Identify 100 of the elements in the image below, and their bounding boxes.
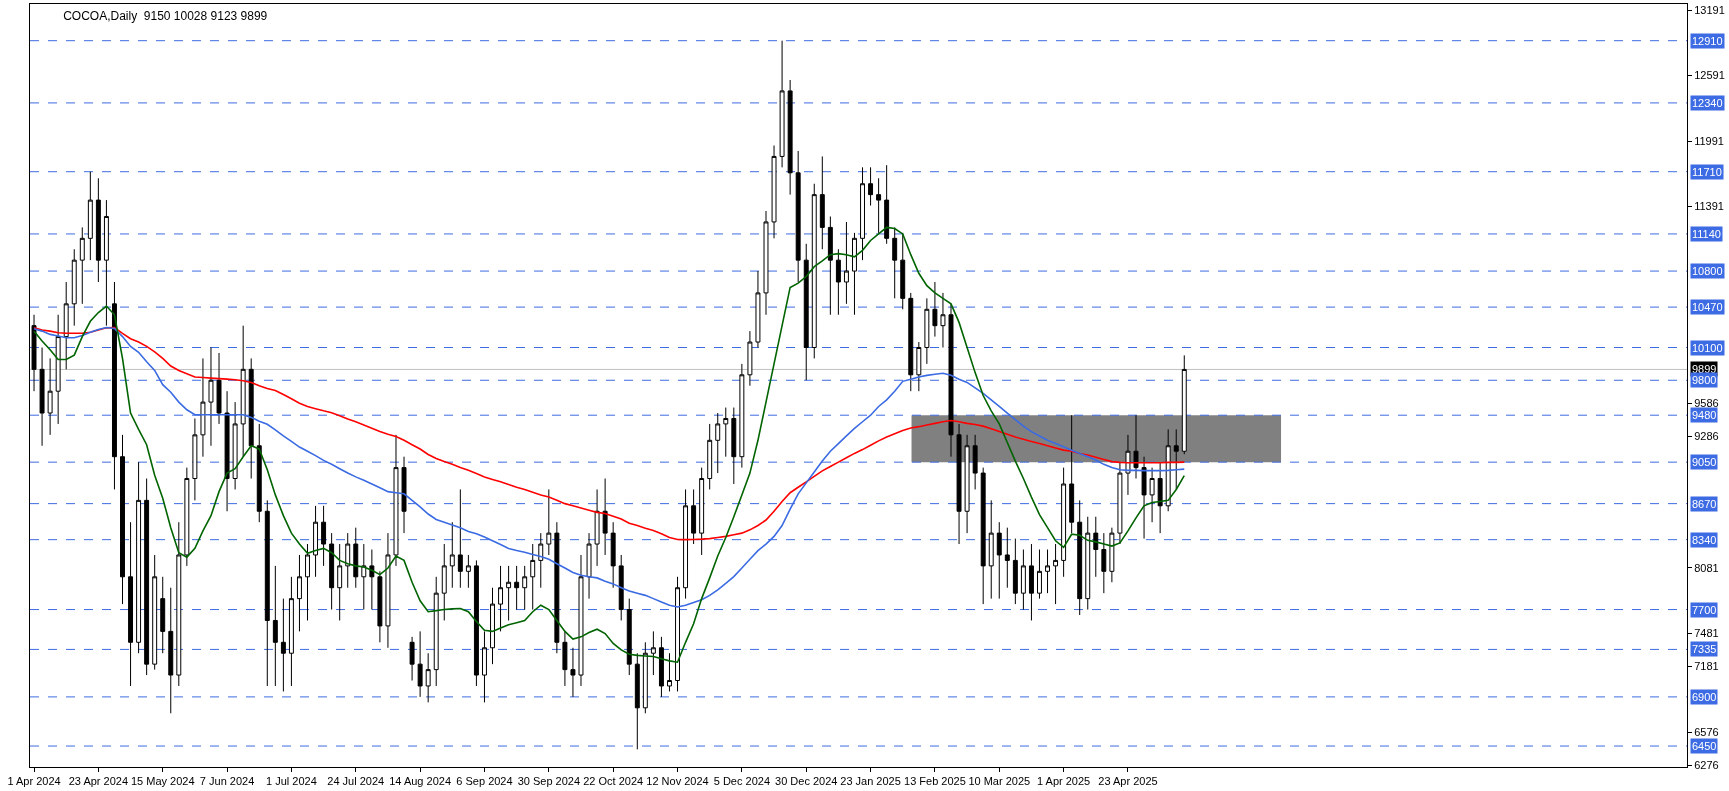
- candlestick: [972, 434, 978, 490]
- ref-line-label: 6450: [1692, 740, 1717, 752]
- candlestick: [369, 549, 375, 611]
- ref-line-label: 8340: [1692, 534, 1717, 546]
- candlestick: [827, 215, 833, 316]
- y-tick-label: 12591: [1694, 69, 1725, 82]
- candlestick: [642, 641, 648, 714]
- ref-line-label: 9899: [1692, 363, 1717, 375]
- candlestick: [1141, 456, 1147, 540]
- candlestick: [393, 434, 399, 567]
- candlestick: [538, 532, 544, 589]
- ref-line-label: 12340: [1692, 97, 1723, 109]
- x-tick-label: 1 Jul 2024: [266, 775, 317, 788]
- x-tick-label: 6 Sep 2024: [456, 775, 513, 788]
- candlestick: [707, 423, 713, 490]
- x-tick-label: 24 Jul 2024: [327, 775, 385, 788]
- x-tick-label: 13 Feb 2025: [904, 775, 966, 788]
- candlestick: [715, 412, 721, 474]
- candlestick: [819, 155, 825, 250]
- x-tick-label: 30 Sep 2024: [517, 775, 581, 788]
- ref-line-label: 10470: [1692, 301, 1723, 313]
- candlestick: [731, 407, 737, 485]
- candlestick: [272, 565, 278, 687]
- candlestick: [200, 357, 206, 458]
- candlestick: [530, 543, 536, 611]
- candlestick: [546, 488, 552, 556]
- candlestick: [843, 221, 849, 305]
- candlestick: [361, 543, 367, 611]
- candlestick: [168, 587, 174, 714]
- candlestick: [353, 527, 359, 589]
- candlestick: [1053, 543, 1059, 605]
- ref-line-label: 12910: [1692, 35, 1723, 47]
- candlestick: [449, 521, 455, 589]
- candlestick: [1004, 527, 1010, 589]
- candlestick: [329, 532, 335, 611]
- candlestick: [578, 554, 584, 687]
- candlestick: [1020, 549, 1026, 611]
- ref-line-label: 9480: [1692, 409, 1717, 421]
- y-tick-label: 13191: [1694, 3, 1725, 16]
- candlestick: [71, 248, 77, 327]
- candlestick: [562, 630, 568, 687]
- candlestick: [240, 325, 246, 458]
- candlestick: [473, 559, 479, 687]
- candlestick: [948, 303, 954, 458]
- candlestick: [95, 177, 101, 283]
- candlestick: [763, 210, 769, 316]
- x-tick-label: 23 Apr 2024: [68, 775, 129, 788]
- candlestick: [433, 576, 439, 687]
- candlestick: [747, 330, 753, 387]
- candlestick: [224, 390, 230, 512]
- candlestick: [1077, 499, 1083, 616]
- candlestick: [1109, 527, 1115, 583]
- y-tick-label: 11991: [1694, 134, 1724, 147]
- candlestick: [120, 434, 125, 605]
- candlestick: [860, 166, 865, 261]
- candlestick: [498, 565, 504, 632]
- candlestick: [658, 636, 664, 698]
- candlestick: [570, 647, 576, 698]
- candlestick: [803, 243, 809, 381]
- ref-line-label: 7335: [1692, 643, 1717, 655]
- candlestick: [160, 576, 166, 654]
- candlestick: [1093, 516, 1099, 578]
- candlestick: [1173, 428, 1179, 490]
- candlestick: [602, 478, 608, 556]
- candlestick: [128, 521, 134, 687]
- candlestick: [811, 183, 817, 359]
- y-tick-label: 9586: [1694, 397, 1719, 410]
- candlestick: [280, 598, 286, 692]
- candlestick: [144, 478, 150, 676]
- candlestick: [63, 281, 69, 370]
- candlestick: [876, 177, 882, 234]
- candlestick: [675, 576, 680, 692]
- candlestick: [377, 570, 383, 643]
- candlestick: [1028, 543, 1034, 621]
- candlestick: [626, 598, 632, 676]
- candlestick: [634, 652, 640, 750]
- candlestick: [296, 554, 302, 632]
- x-tick-label: 1 Apr 2024: [7, 775, 61, 788]
- candlestick: [835, 248, 841, 316]
- candlestick: [610, 521, 616, 589]
- candlestick: [699, 467, 705, 556]
- candlestick: [988, 499, 994, 600]
- candlestick: [868, 166, 874, 207]
- y-tick-label: 9286: [1694, 430, 1719, 443]
- ref-line-label: 9050: [1692, 456, 1717, 468]
- candlestick: [47, 357, 53, 436]
- candlestick: [755, 270, 761, 348]
- candlestick: [1045, 549, 1050, 594]
- candlestick: [457, 488, 463, 589]
- candlestick: [1117, 461, 1123, 545]
- line-series: [33, 226, 1186, 663]
- candlestick: [956, 423, 962, 545]
- candlestick: [1069, 414, 1075, 534]
- y-tick-label: 11391: [1694, 200, 1724, 213]
- candlestick: [482, 630, 487, 703]
- candlestick: [401, 456, 407, 534]
- candlestick: [39, 347, 45, 447]
- candlestick: [771, 145, 777, 239]
- candlestick: [1181, 354, 1187, 455]
- candlestick: [650, 630, 656, 676]
